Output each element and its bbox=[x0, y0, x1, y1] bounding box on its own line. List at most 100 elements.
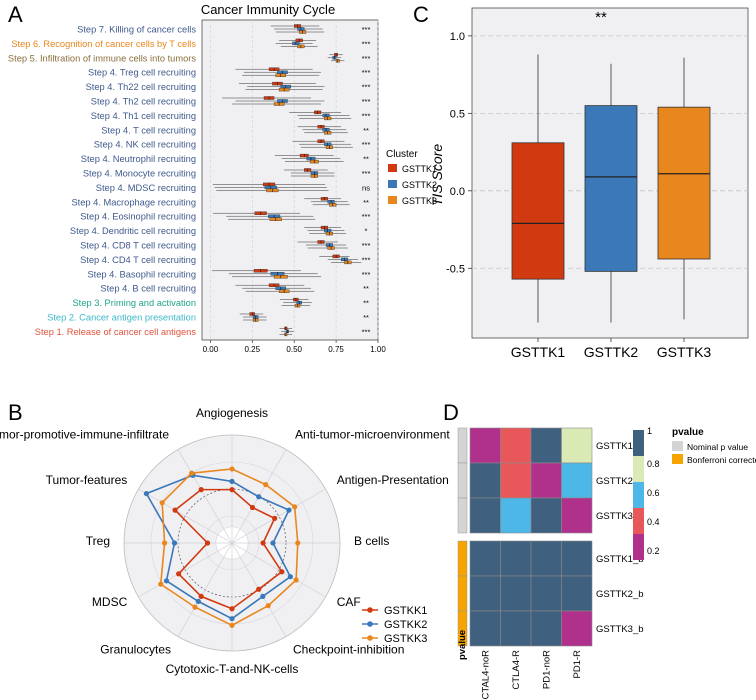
radar-point bbox=[272, 515, 278, 521]
radar-point bbox=[192, 604, 198, 610]
panel-a-row: Step 4. NK cell recruiting *** bbox=[94, 139, 370, 150]
panel-a-row-significance: *** bbox=[362, 169, 371, 178]
heatmap-cell bbox=[500, 462, 532, 499]
radar-point bbox=[176, 571, 182, 577]
radar-point bbox=[286, 507, 292, 513]
panel-a-row-significance: *** bbox=[362, 25, 371, 34]
heatmap-cell bbox=[469, 462, 501, 499]
colorscale-tick: 0.2 bbox=[647, 546, 660, 556]
panel-label-d: D bbox=[443, 400, 459, 425]
heatmap-annotation-cell bbox=[457, 540, 468, 577]
panel-c-ytick-label: 0.0 bbox=[450, 186, 465, 198]
heatmap-cell bbox=[561, 610, 593, 647]
panel-c: -0.5 0.0 0.5 1.0 GSTTK1 GSTTK2 GSTTK3 ** TIS S… bbox=[429, 7, 749, 360]
panel-d-colorscale: 1 0.8 0.6 0.4 0.2 bbox=[633, 426, 660, 560]
radar-point bbox=[287, 574, 293, 580]
radar-point bbox=[163, 578, 170, 584]
panel-a-row-label: Step 4. Neutrophil recruiting bbox=[81, 154, 196, 164]
heatmap-annotation-cell bbox=[457, 427, 468, 464]
panel-a-row-significance: *** bbox=[362, 255, 371, 264]
legend-swatch-k2 bbox=[388, 180, 397, 188]
panel-a-row-label: Step 6. Recognition of cancer cells by T… bbox=[11, 39, 196, 49]
heatmap-cell bbox=[530, 575, 562, 612]
panel-a-row-label: Step 2. Cancer antigen presentation bbox=[47, 313, 196, 323]
panel-a-row: Step 4. Eosinophil recruiting *** bbox=[80, 211, 370, 222]
panel-d-heatmap: GSTTK1_p GSTTK2_p GSTTK3_p GSTTK1_b GSTTK2_b… bbox=[457, 427, 644, 699]
legend-label-k3: GSTTK3 bbox=[402, 196, 437, 206]
radar-axis-label: B cells bbox=[354, 534, 389, 548]
heatmap-annotation-cell bbox=[457, 575, 468, 612]
radar-spoke bbox=[177, 542, 233, 637]
panel-a-xtick-label: 0.50 bbox=[286, 345, 302, 354]
radar-spoke bbox=[231, 488, 326, 544]
panel-a-row-significance: *** bbox=[362, 327, 371, 336]
radar-point bbox=[260, 540, 266, 546]
legend-label-k1: GSTTK1 bbox=[402, 164, 437, 174]
radar-legend-dot-k3 bbox=[367, 635, 373, 641]
radar-point bbox=[161, 540, 168, 546]
panel-a-xtick-label: 0.75 bbox=[328, 345, 344, 354]
panel-a-rows: Step 7. Killing of cancer cells *** Step 6… bbox=[8, 24, 371, 337]
radar-point bbox=[263, 482, 269, 488]
panel-c-box bbox=[511, 142, 565, 280]
radar-legend-label-k3: GSTKK3 bbox=[384, 633, 427, 645]
heatmap-cell bbox=[469, 427, 501, 464]
panel-d-legend-title: pvalue bbox=[672, 427, 704, 438]
panel-b-radar: Angiogenesis Anti-tumor-microenvironment A… bbox=[0, 406, 450, 676]
radar-point bbox=[265, 603, 271, 609]
panel-a-x-axis: 0.00 0.25 0.50 0.75 1.00 bbox=[203, 340, 386, 354]
radar-axis-label: Anti-tumor-microenvironment bbox=[295, 427, 450, 441]
radar-point bbox=[229, 478, 235, 484]
heatmap-cell bbox=[500, 427, 532, 464]
panel-a-row: Step 4. Monocyte recruiting *** bbox=[83, 168, 371, 179]
panel-a-xtick-label: 1.00 bbox=[370, 345, 386, 354]
radar-point bbox=[143, 490, 150, 497]
colorscale-segment bbox=[633, 534, 644, 560]
panel-a-row-significance: ** bbox=[363, 126, 369, 135]
panel-a-row-significance: ** bbox=[363, 284, 369, 293]
panel-d: GSTTK1_p GSTTK2_p GSTTK3_p GSTTK1_b GSTTK2_b… bbox=[457, 426, 756, 699]
panel-a-row-label: Step 4. B cell recruiting bbox=[100, 284, 196, 294]
heatmap-cell bbox=[469, 540, 501, 577]
heatmap-col-label: CTLA4-R bbox=[511, 650, 522, 690]
radar-axis-label: CAF bbox=[337, 595, 361, 609]
panel-c-y-label: TIS Score bbox=[429, 144, 445, 206]
panel-a-row-significance: *** bbox=[362, 54, 371, 63]
panel-a-row: Step 4. Basophil recruiting *** bbox=[87, 269, 370, 279]
heatmap-cell bbox=[530, 427, 562, 464]
panel-a-row-label: Step 4. MDSC recruiting bbox=[96, 183, 196, 193]
legend-label-bonferroni: Bonferroni corrected bbox=[687, 455, 756, 465]
panel-a-row: Step 7. Killing of cancer cells *** bbox=[77, 24, 371, 35]
colorscale-tick: 0.8 bbox=[647, 459, 660, 469]
heatmap-annotation-cell bbox=[457, 610, 468, 647]
radar-point bbox=[172, 507, 178, 513]
panel-a-plot-area bbox=[201, 19, 379, 341]
panel-a-row-label: Step 4. Dendritic cell recruiting bbox=[70, 226, 196, 236]
radar-spoke bbox=[231, 542, 326, 598]
legend-swatch-nominal bbox=[672, 441, 683, 451]
panel-a-row: Step 4. T cell recruiting ** bbox=[101, 125, 369, 135]
heatmap-cell bbox=[561, 497, 593, 534]
radar-point bbox=[260, 593, 266, 599]
radar-point bbox=[292, 504, 298, 510]
radar-point bbox=[159, 500, 165, 506]
panel-a-row: Step 4. Treg cell recruiting *** bbox=[88, 67, 371, 78]
colorscale-tick: 0.6 bbox=[647, 488, 660, 498]
heatmap-col-label: PD1-noR bbox=[541, 650, 552, 689]
radar-legend-dot-k1 bbox=[367, 607, 373, 613]
panel-a: Cancer Immunity Cycle Step 7. Killing of… bbox=[8, 2, 437, 354]
panel-a-legend: Cluster GSTTK1 GSTTK2 GSTTK3 bbox=[386, 149, 437, 206]
legend-swatch-bonferroni bbox=[672, 454, 683, 464]
heatmap-row-label: GSTTK1_p bbox=[596, 441, 644, 452]
radar-legend-label-k1: GSTKK1 bbox=[384, 605, 427, 617]
panel-a-row-significance: ns bbox=[362, 183, 370, 192]
heatmap-annotation-cell bbox=[457, 497, 468, 534]
panel-a-row-label: Step 4. Monocyte recruiting bbox=[83, 169, 196, 179]
panel-a-row-significance: *** bbox=[362, 68, 371, 77]
radar-point bbox=[229, 466, 235, 472]
panel-a-row-significance: ** bbox=[363, 198, 369, 207]
panel-a-row-label: Step 1. Release of cancer cell antigens bbox=[35, 327, 197, 337]
radar-point bbox=[189, 470, 195, 476]
panel-c-ytick-label: 1.0 bbox=[450, 31, 465, 43]
